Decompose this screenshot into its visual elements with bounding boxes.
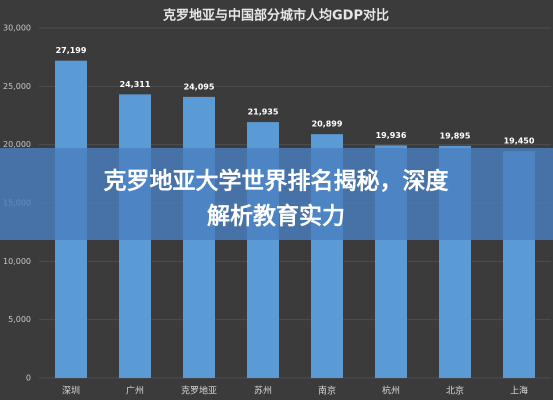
value-label: 27,199 (56, 46, 87, 55)
y-tick-label: 20,000 (3, 140, 31, 149)
value-label: 24,311 (120, 80, 151, 89)
x-tick-label: 上海 (510, 385, 528, 397)
banner-background (0, 148, 553, 240)
x-tick-label: 苏州 (254, 385, 272, 397)
value-label: 19,450 (504, 137, 535, 146)
y-tick-label: 25,000 (3, 82, 31, 91)
y-tick-label: 30,000 (3, 24, 31, 33)
banner-text: 解析教育实力 (207, 203, 345, 230)
x-tick-label: 广州 (126, 385, 144, 397)
x-tick-label: 克罗地亚 (181, 385, 217, 397)
value-label: 20,899 (312, 120, 343, 129)
banner-text: 克罗地亚大学世界排名揭秘，深度 (104, 168, 450, 195)
chart-title: 克罗地亚与中国部分城市人均GDP对比 (163, 8, 389, 24)
value-label: 24,095 (184, 82, 215, 91)
x-tick-label: 北京 (446, 385, 464, 397)
x-tick-label: 杭州 (382, 385, 400, 397)
y-tick-label: 5,000 (8, 315, 31, 324)
x-tick-label: 深圳 (62, 386, 80, 397)
value-label: 19,936 (376, 131, 407, 140)
value-label: 19,895 (440, 131, 471, 140)
x-tick-label: 南京 (318, 385, 336, 397)
y-tick-label: 0 (26, 374, 31, 383)
value-label: 21,935 (248, 108, 279, 117)
y-tick-label: 10,000 (3, 257, 31, 266)
